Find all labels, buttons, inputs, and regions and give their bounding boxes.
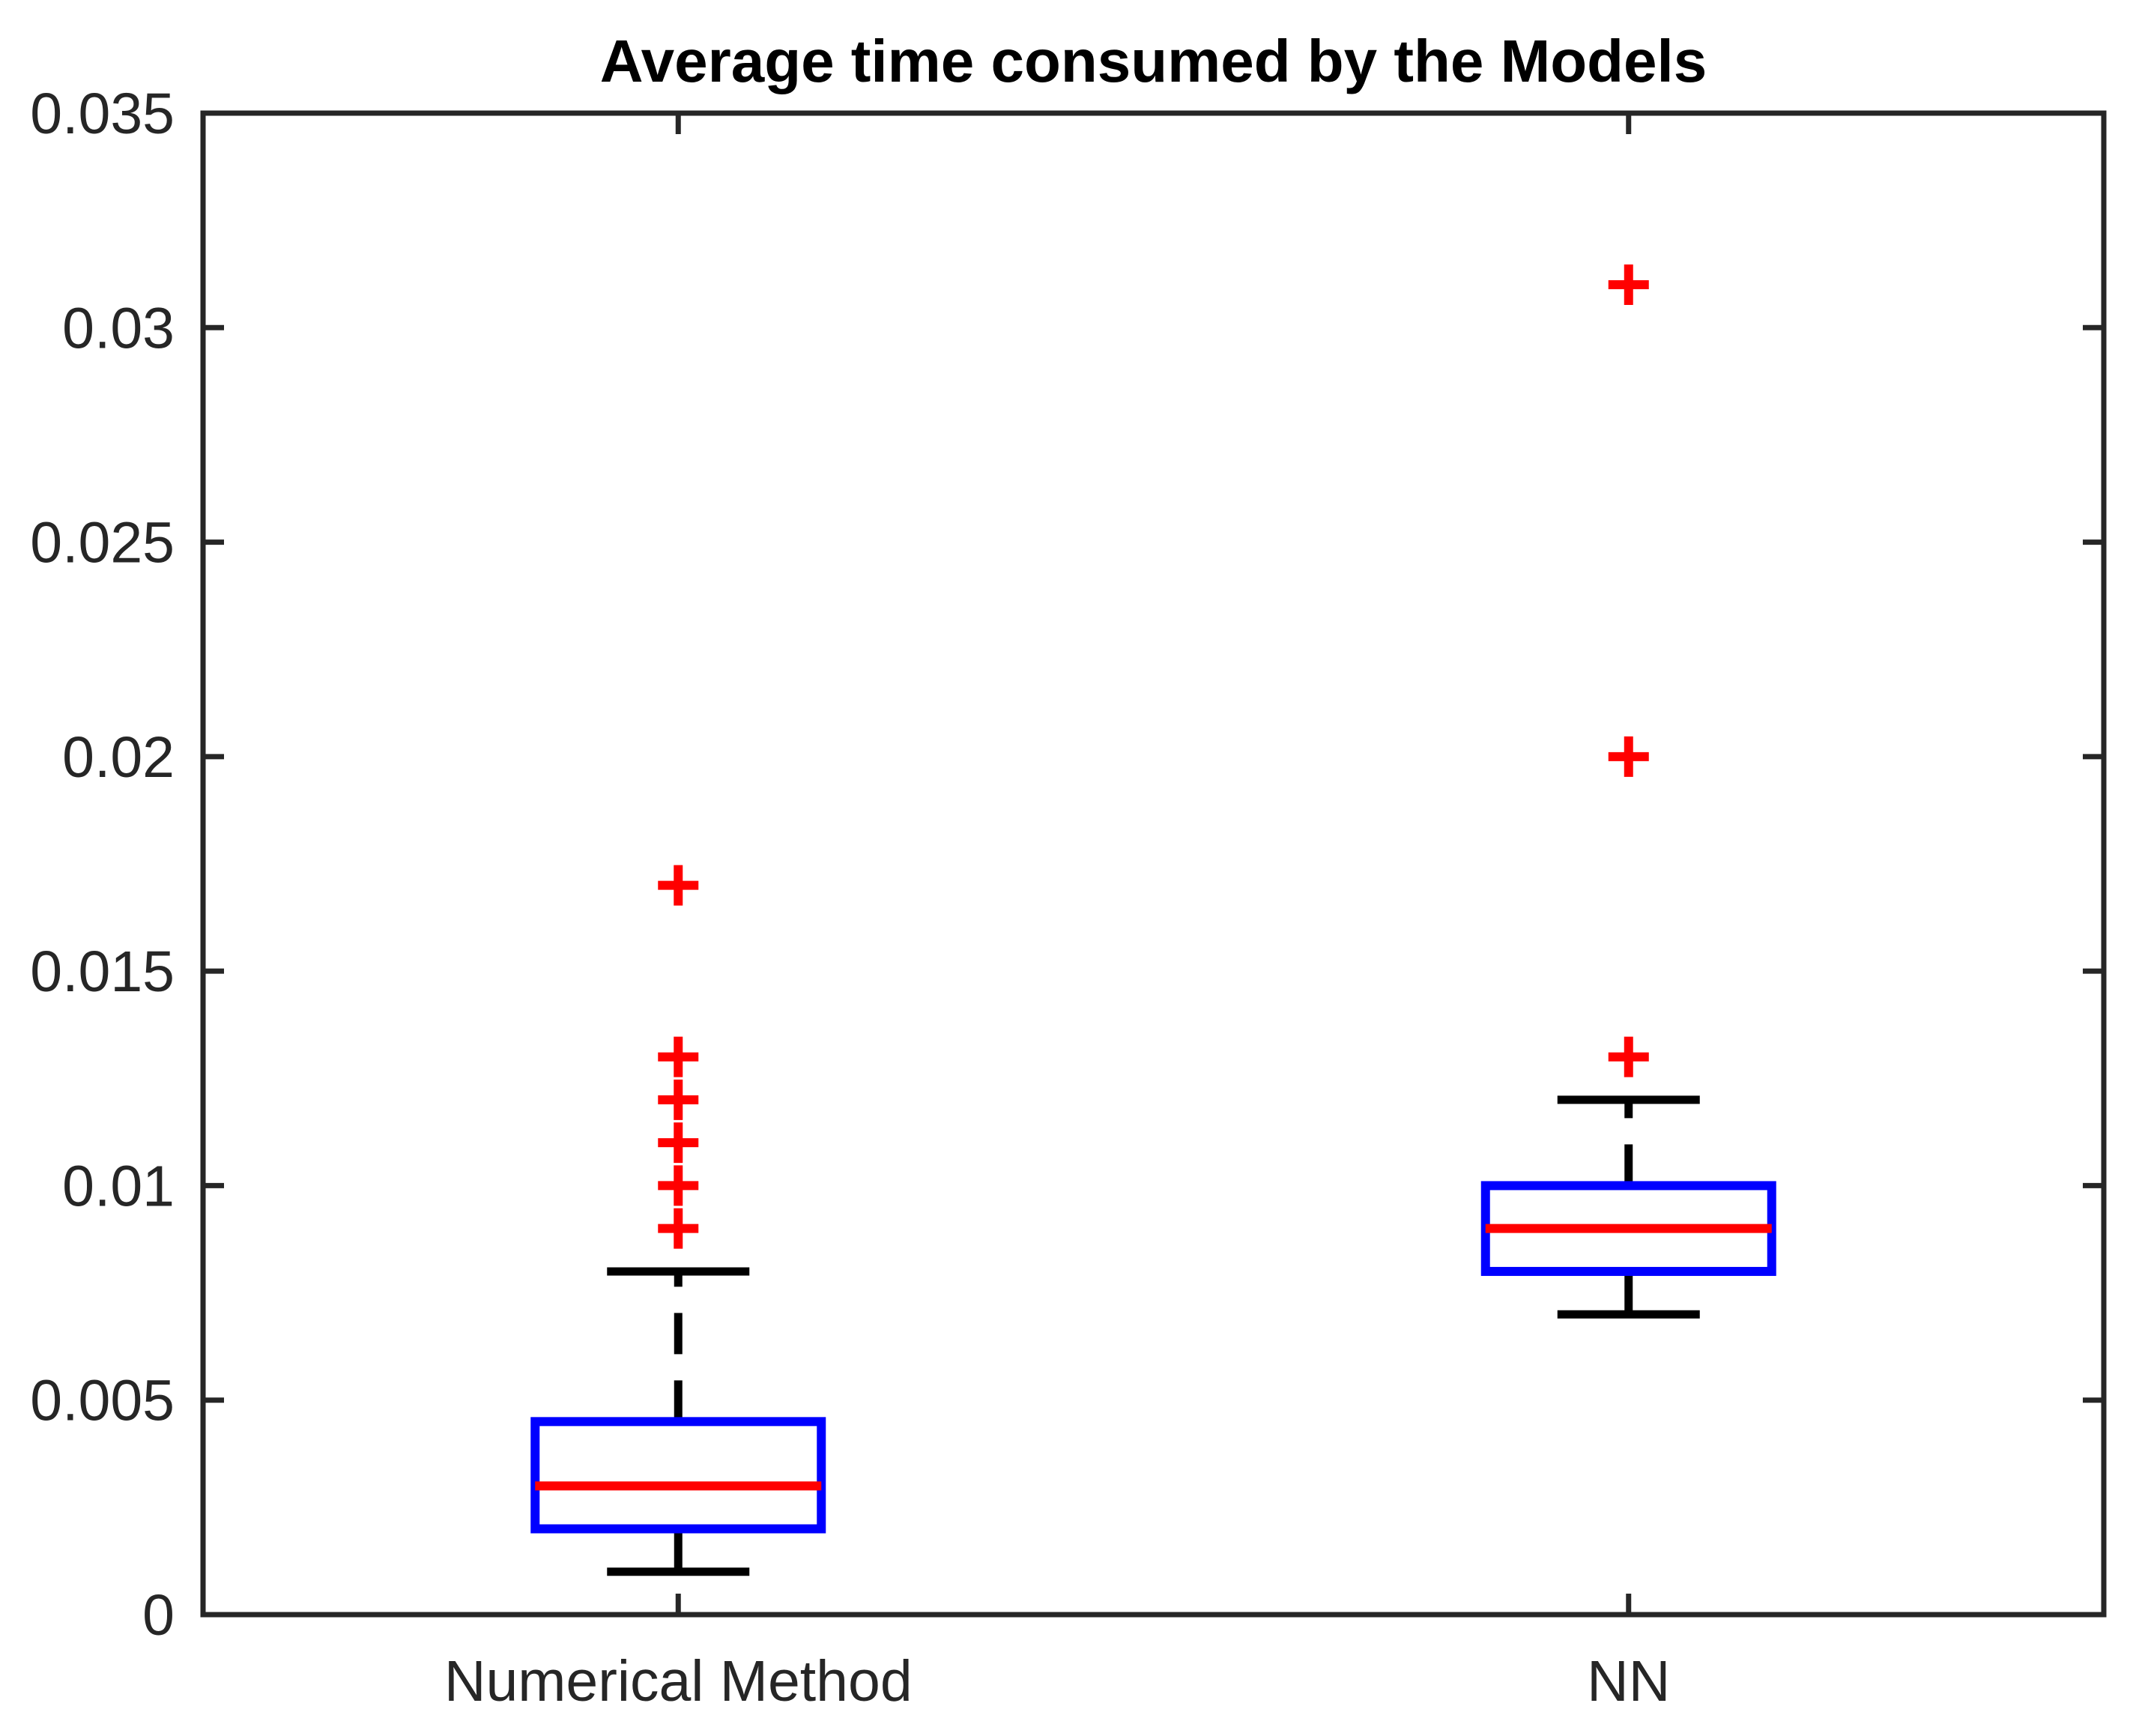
axis-frame [200, 110, 2107, 1618]
x-category-label: Numerical Method [444, 1649, 913, 1714]
y-tick-label: 0.02 [62, 725, 175, 790]
y-tick-label: 0.03 [62, 296, 175, 360]
y-tick-label: 0 [142, 1583, 175, 1648]
y-tick-label: 0.01 [62, 1154, 175, 1218]
chart-title: Average time consumed by the Models [599, 28, 1707, 94]
y-tick-label: 0.005 [30, 1369, 175, 1433]
y-tick-label: 0.035 [30, 82, 175, 146]
y-tick-label: 0.025 [30, 511, 175, 575]
x-category-label: NN [1587, 1649, 1670, 1714]
iqr-box [530, 1417, 826, 1534]
y-tick-label: 0.015 [30, 940, 175, 1004]
